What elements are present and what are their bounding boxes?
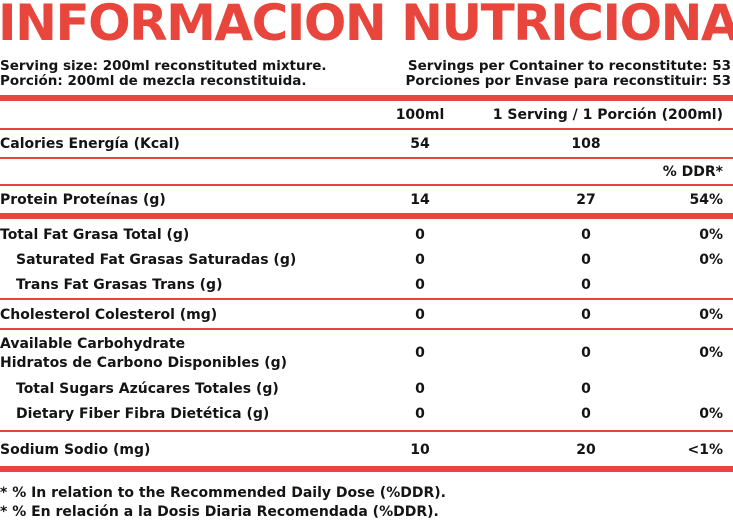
sat-fat-label: Saturated Fat Grasas Saturadas (g) xyxy=(16,252,297,268)
protein-100ml: 14 xyxy=(410,192,430,208)
serving-size-es: Porción: 200ml de mezcla reconstituida. xyxy=(0,73,307,89)
col-header-ddr: % DDR* xyxy=(662,164,723,180)
total-fat-ddr: 0% xyxy=(699,227,723,243)
total-fat-serving: 0 xyxy=(581,227,591,243)
rule xyxy=(0,466,733,472)
sodium-serving: 20 xyxy=(576,442,596,458)
carb-serving: 0 xyxy=(581,345,591,361)
servings-per-container-es: Porciones por Envase para reconstituir: … xyxy=(405,73,731,89)
serving-size-en: Serving size: 200ml reconstituted mixtur… xyxy=(0,58,327,74)
trans-fat-serving: 0 xyxy=(581,277,591,293)
cholesterol-label: Cholesterol Colesterol (mg) xyxy=(0,307,218,323)
sugars-serving: 0 xyxy=(581,381,591,397)
trans-fat-100ml: 0 xyxy=(415,277,425,293)
rule xyxy=(0,328,733,330)
total-fat-100ml: 0 xyxy=(415,227,425,243)
fiber-label: Dietary Fiber Fibra Dietética (g) xyxy=(16,406,270,422)
sodium-ddr: <1% xyxy=(687,442,724,458)
rule xyxy=(0,430,733,432)
rule xyxy=(0,213,733,219)
col-header-100ml: 100ml xyxy=(395,107,445,123)
footnote-es: * % En relación a la Dosis Diaria Recome… xyxy=(0,504,439,520)
col-header-serving: 1 Serving / 1 Porción (200ml) xyxy=(492,107,723,123)
fiber-serving: 0 xyxy=(581,406,591,422)
protein-serving: 27 xyxy=(576,192,596,208)
fiber-100ml: 0 xyxy=(415,406,425,422)
sat-fat-100ml: 0 xyxy=(415,252,425,268)
calories-serving: 108 xyxy=(571,136,601,152)
cholesterol-ddr: 0% xyxy=(699,307,723,323)
sugars-100ml: 0 xyxy=(415,381,425,397)
protein-label: Protein Proteínas (g) xyxy=(0,192,166,208)
trans-fat-label: Trans Fat Grasas Trans (g) xyxy=(16,277,223,293)
sodium-label: Sodium Sodio (mg) xyxy=(0,442,151,458)
sat-fat-ddr: 0% xyxy=(699,252,723,268)
rule xyxy=(0,184,733,186)
cholesterol-100ml: 0 xyxy=(415,307,425,323)
calories-label: Calories Energía (Kcal) xyxy=(0,136,180,152)
rule xyxy=(0,95,733,101)
rule xyxy=(0,157,733,159)
carb-100ml: 0 xyxy=(415,345,425,361)
carb-label-en: Available Carbohydrate xyxy=(0,336,186,352)
rule xyxy=(0,128,733,130)
protein-ddr: 54% xyxy=(689,192,723,208)
sat-fat-serving: 0 xyxy=(581,252,591,268)
cholesterol-serving: 0 xyxy=(581,307,591,323)
calories-100ml: 54 xyxy=(410,136,430,152)
sodium-100ml: 10 xyxy=(410,442,430,458)
carb-label-es: Hidratos de Carbono Disponibles (g) xyxy=(0,355,288,371)
page-title: INFORMACIÓN NUTRICIONAL xyxy=(0,0,733,52)
rule xyxy=(0,298,733,300)
sugars-label: Total Sugars Azúcares Totales (g) xyxy=(16,381,279,397)
servings-per-container-en: Servings per Container to reconstitute: … xyxy=(407,58,731,74)
total-fat-label: Total Fat Grasa Total (g) xyxy=(0,227,190,243)
carb-ddr: 0% xyxy=(699,345,723,361)
fiber-ddr: 0% xyxy=(699,406,723,422)
footnote-en: * % In relation to the Recommended Daily… xyxy=(0,485,446,501)
